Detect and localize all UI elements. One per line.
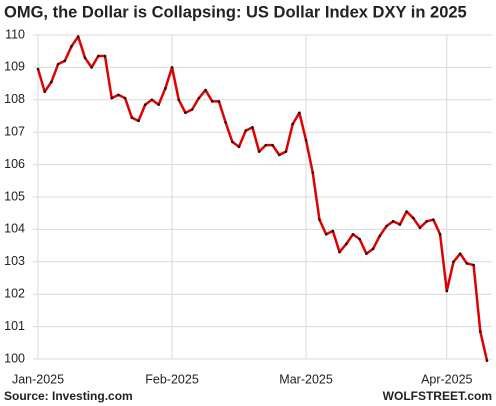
x-tick-label: Mar-2025 (279, 372, 333, 386)
data-point (217, 100, 221, 103)
data-point (150, 98, 154, 102)
y-tick-label: 100 (4, 351, 25, 365)
y-tick-label: 109 (4, 60, 25, 74)
data-point (63, 59, 67, 63)
data-point (452, 260, 455, 264)
data-point (117, 93, 120, 97)
data-point (331, 229, 335, 233)
data-point (83, 56, 87, 59)
data-point (472, 263, 475, 267)
data-point (143, 103, 147, 106)
data-point (478, 330, 482, 333)
credit: WOLFSTREET.com (383, 389, 492, 403)
data-point (351, 232, 355, 236)
y-tick-label: 105 (4, 189, 25, 203)
data-point (177, 98, 181, 102)
data-point (157, 103, 160, 106)
data-point (36, 67, 40, 71)
data-point (371, 247, 375, 251)
data-point (251, 126, 254, 129)
y-tick-label: 108 (4, 92, 25, 106)
data-point (318, 218, 321, 221)
data-point (50, 80, 53, 84)
data-point (164, 87, 167, 90)
data-point (103, 54, 107, 58)
data-point (298, 111, 301, 115)
data-point (485, 359, 489, 362)
data-point (257, 150, 261, 153)
data-point (130, 116, 134, 119)
data-point (204, 88, 207, 92)
y-tick-label: 110 (5, 27, 25, 41)
data-point (418, 226, 422, 230)
data-point (56, 62, 60, 66)
y-tick-label: 106 (4, 157, 25, 171)
data-point (110, 96, 114, 100)
y-tick-label: 107 (4, 124, 25, 138)
data-point (411, 216, 415, 220)
data-point (76, 35, 80, 38)
data-point (271, 143, 274, 147)
data-point (170, 66, 174, 69)
data-point (197, 96, 201, 100)
y-tick-label: 103 (4, 254, 25, 268)
data-point (432, 218, 435, 221)
data-point (385, 224, 388, 228)
data-point (137, 119, 140, 123)
y-tick-label: 104 (4, 222, 25, 236)
x-tick-label: Jan-2025 (12, 372, 64, 386)
data-point (184, 111, 187, 115)
data-point (190, 108, 194, 111)
data-point (264, 143, 268, 147)
data-point (405, 210, 408, 213)
data-point (458, 252, 462, 256)
data-point (425, 220, 428, 223)
data-point (244, 129, 248, 132)
x-tick-label: Feb-2025 (145, 372, 199, 386)
x-tick-label: Apr-2025 (421, 372, 472, 386)
data-point (90, 66, 93, 69)
data-point (70, 45, 73, 48)
y-tick-label: 102 (4, 287, 25, 301)
data-point (291, 122, 294, 126)
chart-title: OMG, the Dollar is Collapsing: US Dollar… (4, 3, 467, 21)
source: Source: Investing.com (4, 389, 133, 403)
data-point (210, 100, 214, 103)
data-point (391, 220, 395, 223)
data-point (224, 121, 227, 124)
data-point (445, 289, 449, 293)
data-point (378, 234, 382, 238)
data-point (398, 223, 402, 226)
data-point (311, 171, 315, 174)
data-point (365, 252, 368, 256)
data-point (97, 54, 100, 58)
data-point (344, 242, 348, 246)
data-point (43, 90, 47, 93)
data-point (438, 232, 442, 236)
data-point (304, 138, 308, 142)
data-point (277, 153, 281, 157)
data-point (465, 262, 469, 265)
data-line (36, 35, 489, 361)
data-point (358, 237, 361, 241)
data-point (338, 250, 341, 254)
data-point (284, 150, 288, 153)
data-point (123, 96, 127, 100)
data-point (231, 140, 234, 144)
y-tick-label: 101 (4, 319, 25, 333)
data-point (324, 232, 328, 236)
data-point (237, 145, 241, 149)
